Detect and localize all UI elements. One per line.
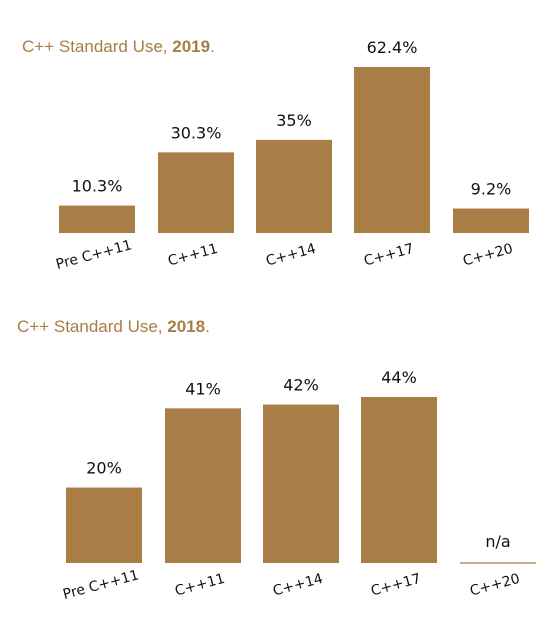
chart-2018: 20% Pre C++11 41% C++11 42% C++14 44% C++17 n/a C… (61, 368, 536, 603)
bar-2019-4 (453, 208, 529, 233)
value-label-2018-4: n/a (485, 532, 510, 551)
category-label-2018-2: C++14 (271, 571, 325, 600)
value-label-2019-0: 10.3% (72, 177, 123, 196)
category-label-2018-0: Pre C++11 (61, 567, 140, 603)
value-label-2018-3: 44% (381, 368, 417, 387)
value-label-2018-1: 41% (185, 379, 221, 398)
bar-2018-1 (165, 408, 241, 563)
chart-2019-title: C++ Standard Use, 2019. (22, 37, 215, 56)
value-label-2018-2: 42% (283, 376, 319, 395)
category-label-2019-4: C++20 (461, 241, 514, 270)
bar-2019-1 (158, 152, 234, 233)
value-label-2018-0: 20% (86, 459, 122, 478)
category-label-2019-0: Pre C++11 (54, 237, 133, 273)
category-label-2019-2: C++14 (264, 241, 318, 270)
value-label-2019-3: 62.4% (367, 38, 418, 57)
bar-2018-0 (66, 487, 142, 563)
category-label-2019-3: C++17 (362, 241, 415, 270)
value-label-2019-4: 9.2% (471, 180, 512, 199)
bar-2018-2 (263, 404, 339, 563)
value-label-2019-2: 35% (276, 111, 312, 130)
category-label-2018-3: C++17 (369, 571, 422, 600)
category-label-2019-1: C++11 (166, 241, 219, 270)
category-label-2018-4: C++20 (468, 571, 521, 600)
bar-2019-3 (354, 67, 430, 233)
chart-2018-title: C++ Standard Use, 2018. (17, 317, 210, 336)
bar-2018-3 (361, 397, 437, 563)
bar-2019-2 (256, 139, 332, 233)
bar-2019-0 (59, 205, 135, 233)
chart-2019: 10.3% Pre C++11 30.3% C++11 35% C++14 62.4% C++… (54, 38, 529, 273)
category-label-2018-1: C++11 (173, 571, 226, 600)
value-label-2019-1: 30.3% (171, 123, 222, 142)
